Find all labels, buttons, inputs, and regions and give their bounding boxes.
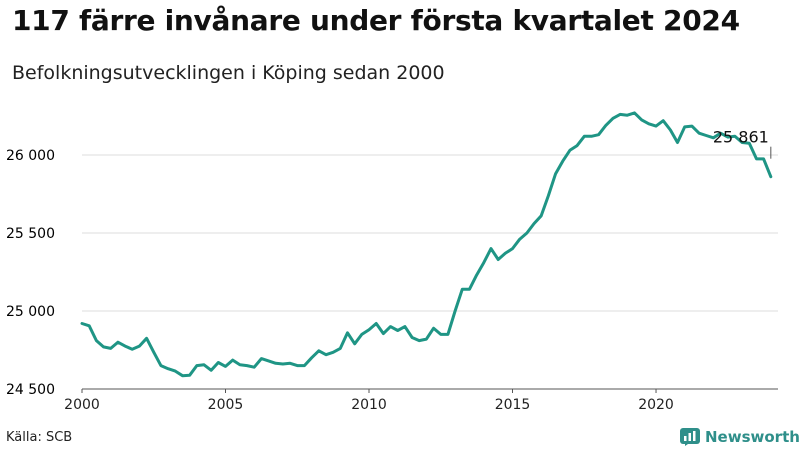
x-tick-label: 2015	[495, 397, 531, 413]
series-group	[80, 111, 773, 378]
y-axis-ticks: 24 500 25 000 25 500 26 000	[6, 148, 55, 398]
annotation-group: 25 861	[713, 128, 772, 159]
y-tick-label: 25 500	[6, 226, 55, 242]
x-tick-label: 2005	[208, 397, 244, 413]
bar-chart-icon	[680, 428, 700, 446]
chart-subtitle: Befolkningsutvecklingen i Köping sedan 2…	[12, 62, 445, 84]
annotation-label: 25 861	[713, 128, 769, 147]
grid-lines	[82, 154, 778, 312]
x-tick-label: 2010	[351, 397, 387, 413]
x-tick-label: 2020	[638, 397, 674, 413]
brand-name: Newsworthy	[705, 428, 800, 446]
population-line	[80, 111, 773, 378]
brand-logo: Newsworthy	[680, 428, 800, 446]
y-tick-label: 26 000	[6, 148, 55, 164]
source-label: Källa: SCB	[6, 430, 73, 445]
y-tick-label: 25 000	[6, 304, 55, 320]
y-tick-label: 24 500	[6, 382, 55, 398]
x-axis: 2000 2005 2010 2015 2020	[64, 388, 778, 413]
x-tick-label: 2000	[64, 397, 100, 413]
chart-title: 117 färre invånare under första kvartale…	[12, 4, 740, 37]
